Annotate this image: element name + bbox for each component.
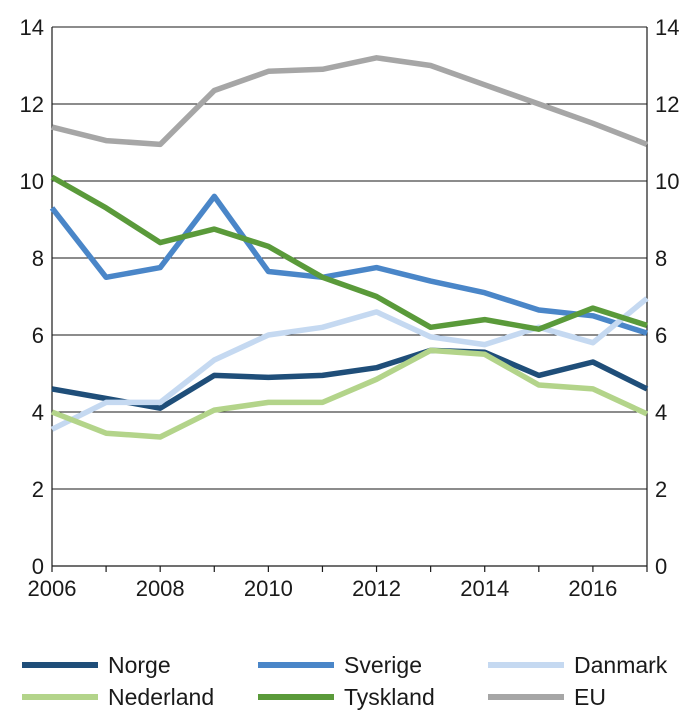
legend-label-danmark: Danmark	[574, 652, 668, 678]
y-tick-label-left-8: 8	[32, 246, 44, 271]
x-tick-label-2010: 2010	[244, 576, 293, 601]
y-tick-label-right-6: 6	[655, 323, 667, 348]
series-line-sverige	[49, 193, 648, 336]
x-tick-label-2012: 2012	[352, 576, 401, 601]
legend-label-nederland: Nederland	[108, 684, 214, 710]
y-tick-label-left-2: 2	[32, 477, 44, 502]
y-tick-label-right-2: 2	[655, 477, 667, 502]
y-tick-label-left-12: 12	[20, 92, 44, 117]
y-tick-label-left-14: 14	[20, 15, 44, 40]
legend-label-sverige: Sverige	[344, 652, 422, 678]
y-tick-label-left-10: 10	[20, 169, 44, 194]
y-tick-label-right-14: 14	[655, 15, 679, 40]
y-tick-label-right-4: 4	[655, 400, 667, 425]
y-tick-label-left-6: 6	[32, 323, 44, 348]
x-tick-label-2008: 2008	[136, 576, 185, 601]
series-lines	[49, 55, 649, 440]
y-tick-label-left-0: 0	[32, 554, 44, 579]
tick-labels: 0 0 2 2 4 4 6 6 8 8 10 10 12 12 14 14 2006 2008 2010 2012 20…	[20, 15, 680, 601]
x-tick-label-2006: 2006	[28, 576, 77, 601]
legend-label-tyskland: Tyskland	[344, 684, 435, 710]
y-tick-label-right-0: 0	[655, 554, 667, 579]
x-tick-label-2014: 2014	[460, 576, 509, 601]
legend: Norge Sverige Danmark Nederland Tyskland EU	[22, 652, 668, 710]
series-line-tyskland	[50, 174, 648, 332]
y-tick-label-left-4: 4	[32, 400, 44, 425]
series-line-eu	[51, 55, 648, 148]
y-tick-label-right-8: 8	[655, 246, 667, 271]
series-line-danmark	[50, 296, 649, 432]
series-line-nederland	[50, 347, 649, 440]
legend-label-norge: Norge	[108, 652, 171, 678]
grid-lines	[52, 26, 647, 490]
y-tick-label-right-10: 10	[655, 169, 679, 194]
legend-label-eu: EU	[574, 684, 606, 710]
axes	[51, 27, 648, 572]
y-tick-label-right-12: 12	[655, 92, 679, 117]
x-tick-label-2016: 2016	[568, 576, 617, 601]
series-line-norge	[51, 347, 649, 411]
